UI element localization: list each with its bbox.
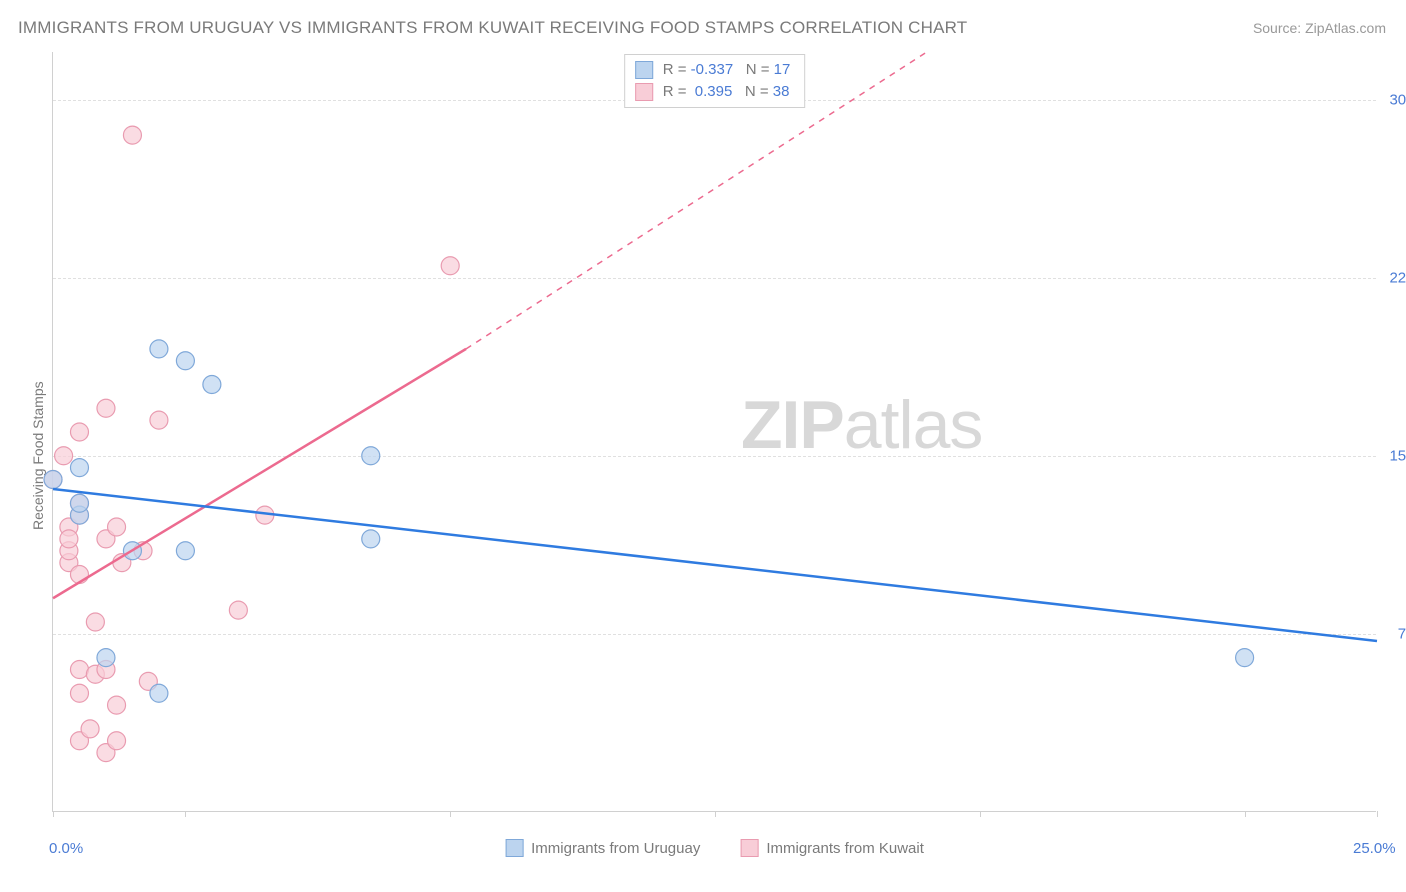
x-tick-mark <box>980 811 981 817</box>
uruguay-point <box>203 376 221 394</box>
kuwait-point <box>70 423 88 441</box>
kuwait-point <box>108 518 126 536</box>
kuwait-point <box>55 447 73 465</box>
kuwait-point <box>70 684 88 702</box>
x-tick-mark <box>450 811 451 817</box>
kuwait-point <box>441 257 459 275</box>
uruguay-point <box>44 471 62 489</box>
x-tick-label: 0.0% <box>49 840 83 857</box>
y-tick-label: 15.0% <box>1389 447 1406 464</box>
chart-container: IMMIGRANTS FROM URUGUAY VS IMMIGRANTS FR… <box>0 0 1406 892</box>
kuwait-point <box>70 566 88 584</box>
kuwait-point <box>97 399 115 417</box>
kuwait-trend-line <box>53 349 466 598</box>
x-tick-mark <box>53 811 54 817</box>
y-tick-label: 7.5% <box>1398 625 1406 642</box>
kuwait-point <box>229 601 247 619</box>
chart-title: IMMIGRANTS FROM URUGUAY VS IMMIGRANTS FR… <box>18 18 967 38</box>
x-tick-mark <box>1245 811 1246 817</box>
kuwait-point <box>108 732 126 750</box>
scatter-plot-svg <box>53 52 1376 811</box>
y-tick-label: 22.5% <box>1389 269 1406 286</box>
uruguay-point <box>150 684 168 702</box>
legend-swatch-kuwait <box>635 83 653 101</box>
uruguay-point <box>150 340 168 358</box>
kuwait-point <box>86 613 104 631</box>
uruguay-trend-line <box>53 489 1377 641</box>
uruguay-point <box>362 530 380 548</box>
legend-text-kuwait: R = 0.395 N = 38 <box>663 81 790 103</box>
y-tick-label: 30.0% <box>1389 91 1406 108</box>
kuwait-point <box>81 720 99 738</box>
series-legend: Immigrants from Uruguay Immigrants from … <box>505 839 924 857</box>
uruguay-point <box>176 542 194 560</box>
uruguay-point <box>97 649 115 667</box>
x-tick-mark <box>185 811 186 817</box>
uruguay-point <box>362 447 380 465</box>
legend-item-kuwait: Immigrants from Kuwait <box>740 839 924 857</box>
legend-item-uruguay: Immigrants from Uruguay <box>505 839 700 857</box>
legend-swatch-kuwait-bottom <box>740 839 758 857</box>
uruguay-point <box>70 494 88 512</box>
kuwait-point <box>60 530 78 548</box>
kuwait-point <box>70 661 88 679</box>
uruguay-point <box>70 459 88 477</box>
uruguay-point <box>176 352 194 370</box>
kuwait-point <box>150 411 168 429</box>
plot-area: ZIPatlas 7.5%15.0%22.5%30.0% 0.0%25.0% R… <box>52 52 1376 812</box>
kuwait-point <box>123 126 141 144</box>
uruguay-point <box>1236 649 1254 667</box>
legend-text-uruguay: R = -0.337 N = 17 <box>663 59 791 81</box>
legend-label-kuwait: Immigrants from Kuwait <box>766 840 924 857</box>
legend-row-kuwait: R = 0.395 N = 38 <box>635 81 791 103</box>
legend-label-uruguay: Immigrants from Uruguay <box>531 840 700 857</box>
legend-swatch-uruguay-bottom <box>505 839 523 857</box>
y-axis-label: Receiving Food Stamps <box>30 381 46 530</box>
kuwait-point <box>108 696 126 714</box>
x-tick-label: 25.0% <box>1353 840 1396 857</box>
legend-swatch-uruguay <box>635 61 653 79</box>
legend-row-uruguay: R = -0.337 N = 17 <box>635 59 791 81</box>
x-tick-mark <box>715 811 716 817</box>
x-tick-mark <box>1377 811 1378 817</box>
correlation-legend: R = -0.337 N = 17 R = 0.395 N = 38 <box>624 54 806 108</box>
source-label: Source: ZipAtlas.com <box>1253 20 1386 36</box>
